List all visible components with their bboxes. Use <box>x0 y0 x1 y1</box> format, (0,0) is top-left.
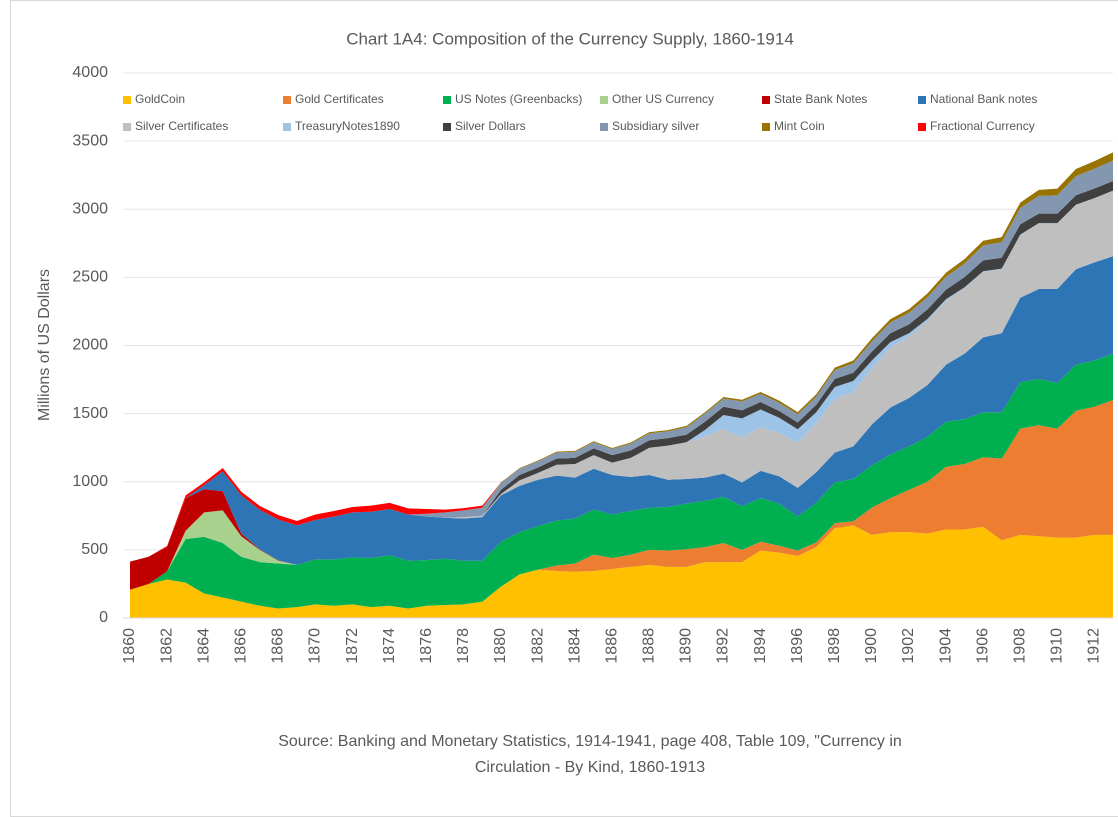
legend-label: Silver Dollars <box>455 119 526 133</box>
x-tick-label: 1886 <box>603 628 620 664</box>
y-tick-label: 2000 <box>72 337 108 354</box>
x-tick-label: 1888 <box>641 628 658 664</box>
x-tick-label: 1860 <box>121 628 138 664</box>
legend-swatch <box>443 96 451 104</box>
x-tick-label: 1874 <box>381 628 398 664</box>
x-tick-label: 1868 <box>270 628 287 664</box>
x-tick-label: 1864 <box>195 628 212 664</box>
x-tick-label: 1862 <box>158 628 175 664</box>
legend-label: Subsidiary silver <box>612 119 699 133</box>
legend-swatch <box>123 96 131 104</box>
x-tick-label: 1872 <box>344 628 361 664</box>
y-tick-label: 3500 <box>72 132 108 149</box>
x-tick-label: 1904 <box>937 628 954 664</box>
x-tick-label: 1906 <box>974 628 991 664</box>
y-tick-label: 4000 <box>72 64 108 81</box>
y-tick-label: 2500 <box>72 269 108 286</box>
legend-label: National Bank notes <box>930 92 1037 106</box>
legend-label: Mint Coin <box>774 119 825 133</box>
legend-label: TreasuryNotes1890 <box>295 119 400 133</box>
legend-swatch <box>123 123 131 131</box>
x-tick-label: 1870 <box>307 628 324 664</box>
y-tick-label: 1500 <box>72 405 108 422</box>
y-axis-label: Millions of US Dollars <box>36 269 53 421</box>
legend-swatch <box>600 96 608 104</box>
legend-swatch <box>443 123 451 131</box>
area <box>130 190 1113 562</box>
y-tick-label: 0 <box>99 609 108 626</box>
x-tick-label: 1866 <box>233 628 250 664</box>
x-tick-label: 1878 <box>455 628 472 664</box>
x-tick-label: 1884 <box>566 628 583 664</box>
legend-label: State Bank Notes <box>774 92 867 106</box>
y-tick-label: 3000 <box>72 200 108 217</box>
legend-swatch <box>600 123 608 131</box>
x-tick-label: 1894 <box>752 628 769 664</box>
legend-swatch <box>762 96 770 104</box>
y-tick-label: 1000 <box>72 473 108 490</box>
x-tick-label: 1910 <box>1049 628 1066 664</box>
x-tick-label: 1898 <box>826 628 843 664</box>
x-tick-label: 1908 <box>1011 628 1028 664</box>
legend-label: Fractional Currency <box>930 119 1035 133</box>
source-note: Circulation - By Kind, 1860-1913 <box>475 759 705 776</box>
source-note: Source: Banking and Monetary Statistics,… <box>278 733 902 750</box>
area <box>130 400 1113 609</box>
x-tick-label: 1896 <box>789 628 806 664</box>
legend-swatch <box>762 123 770 131</box>
x-tick-label: 1892 <box>715 628 732 664</box>
legend-swatch <box>918 123 926 131</box>
area <box>130 353 1113 609</box>
x-tick-label: 1900 <box>863 628 880 664</box>
legend-swatch <box>283 123 291 131</box>
legend-label: Gold Certificates <box>295 92 384 106</box>
legend-swatch <box>918 96 926 104</box>
legend-label: GoldCoin <box>135 92 185 106</box>
x-tick-label: 1890 <box>678 628 695 664</box>
area <box>130 256 1113 565</box>
x-tick-label: 1876 <box>418 628 435 664</box>
x-tick-label: 1882 <box>529 628 546 664</box>
x-tick-label: 1902 <box>900 628 917 664</box>
y-tick-label: 500 <box>81 541 108 558</box>
legend-swatch <box>283 96 291 104</box>
legend-label: Other US Currency <box>612 92 714 106</box>
x-tick-label: 1912 <box>1086 628 1103 664</box>
legend-label: US Notes (Greenbacks) <box>455 92 582 106</box>
chart-title: Chart 1A4: Composition of the Currency S… <box>346 29 794 48</box>
legend-label: Silver Certificates <box>135 119 228 133</box>
x-tick-label: 1880 <box>492 628 509 664</box>
area <box>130 525 1113 618</box>
